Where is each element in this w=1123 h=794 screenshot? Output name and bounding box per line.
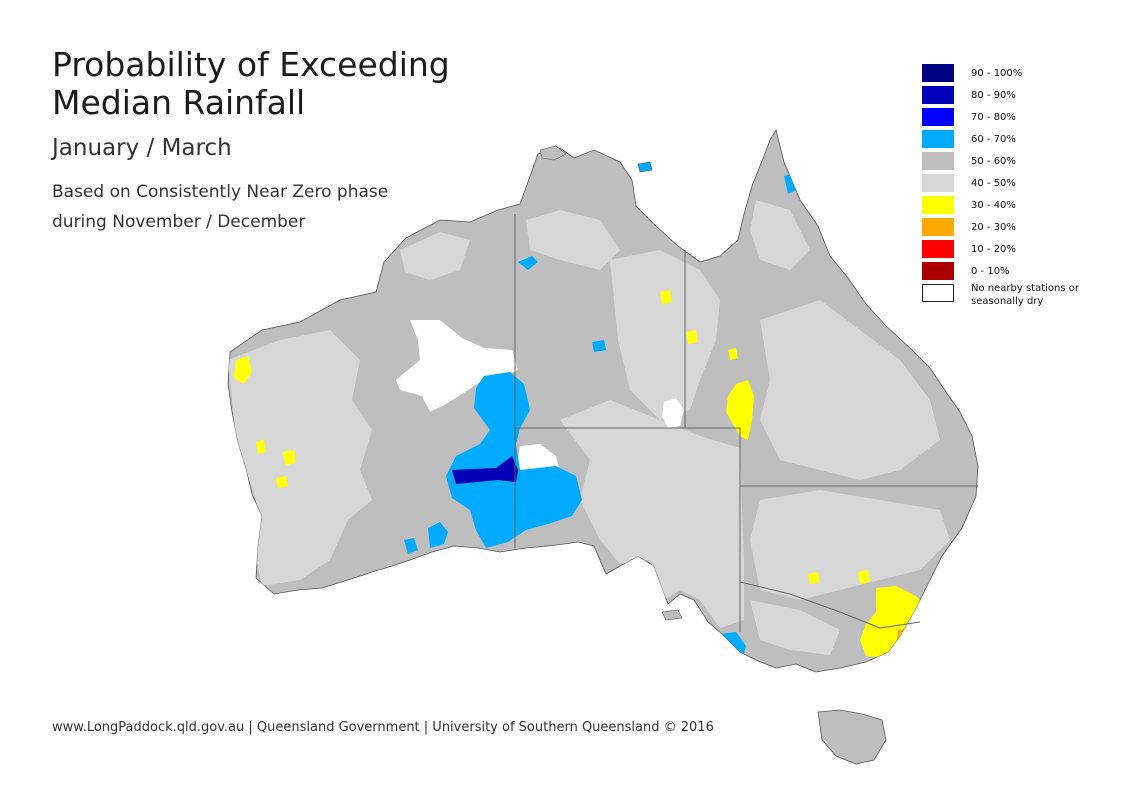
legend-swatch [922,240,954,258]
legend-item: 70 - 80% [922,106,1081,128]
region-40-50-qld [610,250,720,420]
legend-swatch [922,174,954,192]
region-30-40-wa-mid [282,450,296,466]
legend-item: 90 - 100% [922,62,1081,84]
legend-swatch [922,130,954,148]
region-40-50-nt [526,210,620,270]
region-40-50-central [560,400,744,628]
legend-label: 40 - 50% [971,177,1016,189]
region-30-40-wa-west [234,356,252,384]
border-sa-qld [685,427,741,486]
legend: 90 - 100% 80 - 90% 70 - 80% 60 - 70% 50 … [922,62,1081,312]
legend-item: 80 - 90% [922,84,1081,106]
region-30-40-qld-a [726,380,754,440]
legend-label: 70 - 80% [971,111,1016,123]
tiwi-islands [539,145,567,161]
legend-label: No nearby stations or seasonally dry [971,283,1079,307]
region-no-data-wa [396,320,518,412]
region-40-50-cape [750,200,810,270]
legend-item: No nearby stations or seasonally dry [922,282,1081,312]
legend-label: 80 - 90% [971,89,1016,101]
region-60-70-nt [592,340,606,352]
legend-swatch [922,284,954,302]
region-60-70-nt-north [518,256,538,270]
legend-swatch [922,108,954,126]
legend-item: 20 - 30% [922,216,1081,238]
map-subtitle: January / March [52,135,232,161]
region-40-50-wa-north [400,232,470,280]
map-description: Based on Consistently Near Zero phase du… [52,182,389,232]
region-30-40-wa-c [276,476,288,488]
region-20-30 [896,628,912,652]
state-borders [514,214,978,632]
legend-label: 0 - 10% [971,265,1010,277]
region-30-40-qld-d [728,348,738,360]
legend-item: 0 - 10% [922,260,1081,282]
credit-line: www.LongPaddock.qld.gov.au | Queensland … [52,720,714,735]
region-60-70-central [446,372,582,548]
kangaroo-island [661,609,683,621]
border-nsw-vic [739,581,921,629]
region-40-50-west [228,330,372,586]
legend-swatch [922,218,954,236]
legend-item: 40 - 50% [922,172,1081,194]
groote-island [637,161,653,173]
legend-item: 50 - 60% [922,150,1081,172]
region-40-50-vic [750,600,840,655]
legend-swatch [922,152,954,170]
legend-item: 10 - 20% [922,238,1081,260]
legend-item: 60 - 70% [922,128,1081,150]
legend-swatch [922,196,954,214]
region-30-40-qld-b [660,290,672,304]
legend-swatch [922,86,954,104]
region-60-70-south-wa [428,522,448,548]
legend-label: 20 - 30% [971,221,1016,233]
region-30-40-qld-c [686,330,698,344]
region-30-40-nsw-a [808,572,820,584]
region-no-data-qld [662,398,684,428]
region-60-70-coast [706,244,718,254]
legend-swatch [922,262,954,280]
legend-label: 90 - 100% [971,67,1023,79]
legend-label: 60 - 70% [971,133,1016,145]
legend-item: 30 - 40% [922,194,1081,216]
region-40-50-south [750,490,950,600]
tasmania [817,709,887,765]
region-30-40-wa-b [256,440,266,454]
legend-swatch [922,64,954,82]
region-60-70-sw [404,538,418,554]
region-30-40-nsw-b [858,570,870,584]
legend-label: 30 - 40% [971,199,1016,211]
legend-label: 50 - 60% [971,155,1016,167]
map-title: Probability of Exceeding Median Rainfall [52,45,450,122]
region-80-90 [452,456,518,484]
region-40-50-east [760,300,940,480]
legend-label: 10 - 20% [971,243,1016,255]
